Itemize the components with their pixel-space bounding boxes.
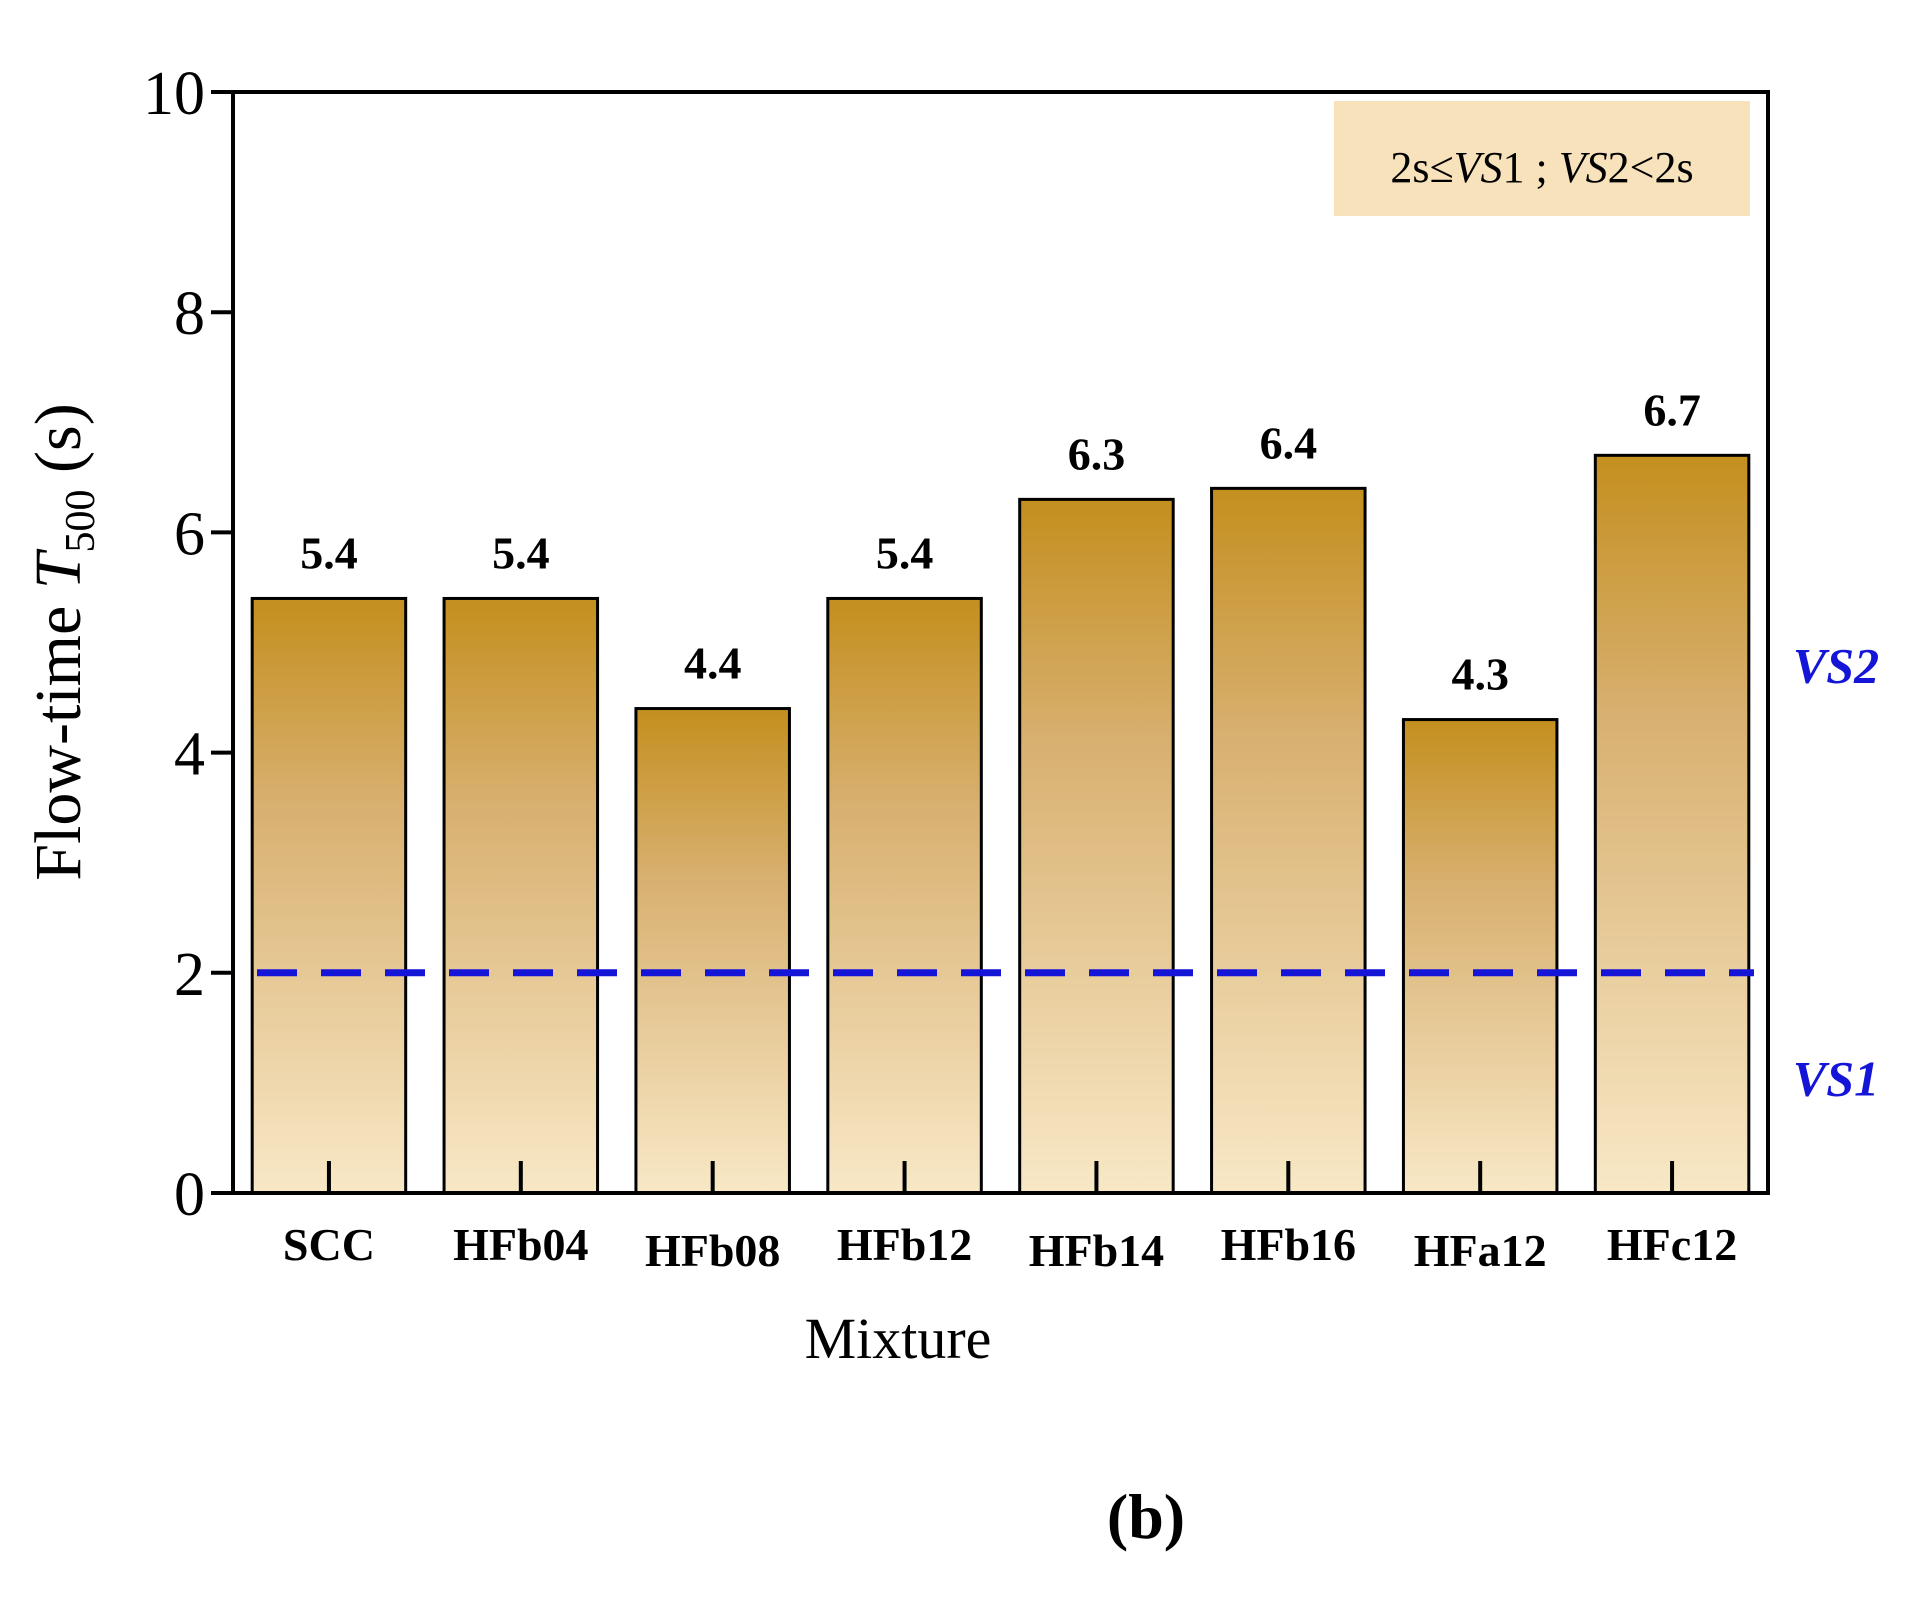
data-label-hfb08: 4.4: [684, 638, 742, 689]
zone-label-vs1: VS1: [1793, 1050, 1879, 1106]
zone-label-vs2: VS2: [1793, 638, 1879, 694]
y-tick-label: 6: [174, 500, 205, 568]
data-label-hfb14: 6.3: [1068, 428, 1126, 479]
legend-box-text: 2s≤VS1 ; VS2<2s: [1390, 143, 1693, 192]
data-label-hfa12: 4.3: [1451, 649, 1509, 700]
data-label-hfb16: 6.4: [1260, 417, 1318, 468]
x-tick-label-hfb14: HFb14: [1029, 1225, 1164, 1276]
y-tick-label: 8: [174, 280, 205, 348]
x-tick-label-hfb12: HFb12: [837, 1219, 972, 1270]
y-tick-label: 4: [174, 721, 205, 789]
legend-box-bg: [1334, 101, 1750, 216]
bar-hfa12: [1401, 718, 1559, 1195]
x-tick-label-hfc12: HFc12: [1607, 1219, 1737, 1270]
y-tick-label: 2: [174, 941, 205, 1009]
data-label-hfc12: 6.7: [1643, 384, 1701, 435]
panel-label: (b): [1107, 1481, 1185, 1552]
bar-hfb08: [634, 707, 791, 1195]
plot-frame: [231, 90, 1770, 1195]
bars-layer: 5.4 5.4 4.4 5.4 6.3 6.4 4.3 6.7: [250, 384, 1751, 1195]
bar-hfb14: [1018, 497, 1175, 1195]
bar-hfb04: [442, 596, 600, 1195]
x-tick-label-scc: SCC: [283, 1219, 375, 1270]
x-axis-ticks: SCC HFb04 HFb08 HFb12 HFb14 HFb16 HFa12 HFc12: [283, 1161, 1737, 1276]
bar-scc: [250, 596, 408, 1195]
x-tick-label-hfb04: HFb04: [453, 1219, 588, 1270]
legend-box: 2s≤VS1 ; VS2<2s: [1334, 101, 1750, 216]
y-tick-label: 10: [143, 60, 205, 128]
x-tick-label-hfa12: HFa12: [1414, 1225, 1547, 1276]
y-axis-ticks: 0 2 4 6 8 10: [143, 60, 233, 1229]
bar-hfc12: [1593, 453, 1751, 1195]
bar-hfb12: [826, 596, 983, 1195]
data-label-hfb04: 5.4: [492, 527, 550, 578]
zone-labels: VS2 VS1: [1793, 638, 1879, 1107]
data-label-hfb12: 5.4: [876, 527, 934, 578]
y-axis-label: Flow-time T500 (s): [22, 403, 104, 880]
x-tick-label-hfb16: HFb16: [1221, 1219, 1356, 1270]
data-label-scc: 5.4: [300, 527, 358, 578]
bar-hfb16: [1210, 486, 1367, 1195]
x-axis-label: Mixture: [805, 1306, 992, 1371]
x-tick-label-hfb08: HFb08: [645, 1225, 780, 1276]
y-tick-label: 0: [174, 1161, 205, 1229]
